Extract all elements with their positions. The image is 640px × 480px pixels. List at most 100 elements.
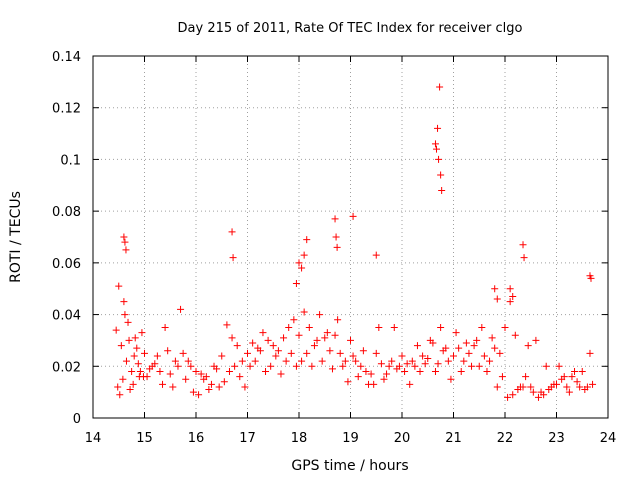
data-point [465,349,473,357]
data-point [362,367,370,375]
data-point [578,367,586,375]
data-point [470,342,478,350]
data-point [220,378,228,386]
data-point [328,365,336,373]
data-point [352,357,360,365]
data-point [511,331,519,339]
data-point [128,367,136,375]
data-point [334,316,342,324]
data-point [519,383,527,391]
data-point [120,298,128,306]
data-point [424,355,432,363]
data-point [119,375,127,383]
data-point [433,145,441,153]
data-point [305,324,313,331]
data-point [416,367,424,375]
data-point [344,378,352,386]
data-point [426,336,434,344]
data-point [303,236,311,244]
data-point [434,360,442,368]
data-point [238,357,246,365]
data-point [277,370,285,378]
data-point [491,285,499,293]
data-point [112,326,120,334]
data-point [134,360,142,368]
x-tick-label: 22 [497,431,514,446]
x-tick-label: 21 [445,431,462,446]
data-point [179,349,187,357]
data-point [120,233,128,241]
data-point [333,243,341,251]
data-point [367,370,375,378]
data-point [483,367,491,375]
data-point [437,324,445,331]
data-point [143,373,151,381]
data-point [478,324,486,331]
data-point [413,342,421,350]
data-point [124,318,132,326]
data-points [112,83,597,401]
x-tick-label: 15 [136,431,153,446]
data-point [308,362,316,370]
data-point [438,186,446,194]
data-point [316,311,324,319]
data-point [341,357,349,365]
data-point [480,352,488,360]
data-point [532,336,540,344]
data-point [318,357,326,365]
data-point [171,357,179,365]
data-point [434,124,442,132]
y-tick-label: 0.04 [52,309,81,324]
data-point [447,375,455,383]
data-point [431,140,439,148]
data-point [357,362,365,370]
data-point [462,339,470,347]
data-point [115,282,123,290]
data-point [452,329,460,337]
data-point [372,251,380,259]
data-point [292,280,300,288]
data-point [398,352,406,360]
data-point [207,380,215,388]
x-tick-label: 20 [394,431,411,446]
data-point [383,370,391,378]
data-point [141,349,148,357]
data-point [282,357,290,365]
data-point [130,352,138,360]
data-point [496,349,504,357]
data-point [431,367,439,375]
data-point [527,383,535,391]
data-point [313,336,321,344]
data-point [197,370,205,378]
data-point [231,362,239,370]
data-point [403,360,411,368]
data-point [321,334,329,342]
data-point [589,380,597,388]
data-point [332,233,340,241]
data-point [241,383,249,391]
data-point [200,375,208,383]
data-point [138,329,146,337]
data-point [498,373,506,381]
data-point [354,373,362,381]
data-point [390,324,398,331]
data-point [256,347,264,355]
data-point [455,344,463,352]
data-point [310,342,318,350]
data-point [298,357,306,365]
y-tick-label: 0 [73,412,81,427]
x-tick-label: 24 [600,431,617,446]
data-point [395,362,403,370]
data-point [506,285,514,293]
data-point [228,334,236,342]
data-point [339,362,347,370]
data-point [287,349,295,357]
y-tick-label: 0.14 [52,50,81,65]
data-point [300,251,308,259]
data-point [114,383,122,391]
x-tick-label: 17 [239,431,256,446]
data-point [336,349,344,357]
data-point [349,352,357,360]
data-point [274,347,282,355]
data-point [184,357,192,365]
